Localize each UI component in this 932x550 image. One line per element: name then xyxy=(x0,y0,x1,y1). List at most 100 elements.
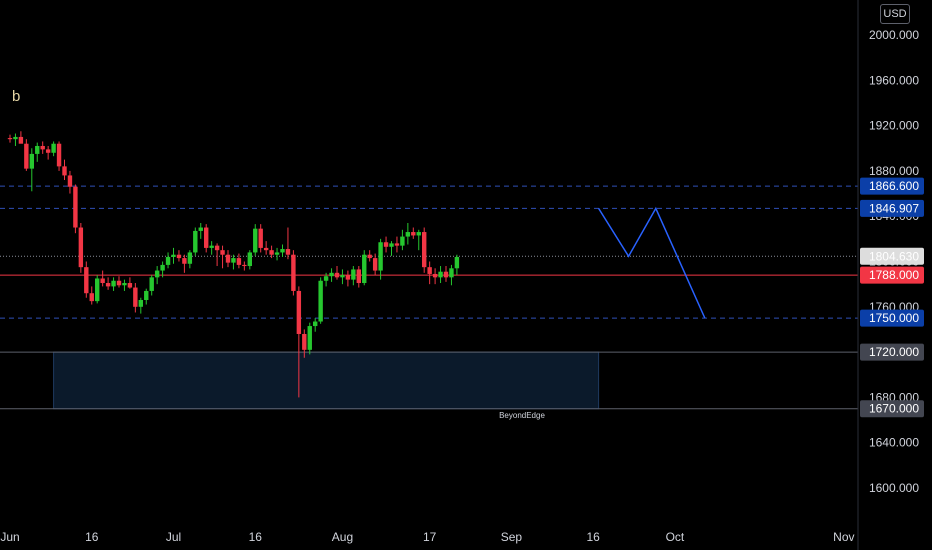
candle-body-50 xyxy=(280,249,285,253)
level-lines-layer xyxy=(0,185,858,410)
level-tag-4 xyxy=(860,309,924,327)
time-tick-label-9: Nov xyxy=(833,530,854,544)
candle-body-60 xyxy=(334,272,340,278)
candle-body-67 xyxy=(372,258,378,271)
candle-body-0 xyxy=(7,138,13,140)
candle-body-48 xyxy=(269,250,274,255)
candle-body-64 xyxy=(356,269,361,284)
price-tick-label-8: 1920.000 xyxy=(869,119,919,133)
candle-body-49 xyxy=(274,252,280,255)
time-axis[interactable]: Jun 16 Jul 16 Aug 17 Sep 16 Oct Nov xyxy=(0,530,854,544)
candle-body-46 xyxy=(258,228,263,248)
candle-body-29 xyxy=(165,256,171,265)
candle-body-51 xyxy=(285,249,291,255)
candle-body-41 xyxy=(231,258,236,263)
candle-body-57 xyxy=(318,280,323,322)
price-tick-label-7: 1880.000 xyxy=(869,164,919,178)
candle-body-22 xyxy=(127,283,133,288)
candle-body-75 xyxy=(416,232,421,236)
candle-body-77 xyxy=(427,267,432,274)
candle-body-52 xyxy=(291,254,296,291)
candle-body-70 xyxy=(389,243,394,247)
currency-selector[interactable]: USD xyxy=(880,4,910,24)
projection-path xyxy=(597,206,706,319)
candle-body-37 xyxy=(209,245,214,248)
price-level-tags: 1866.600 1846.907 1804.630 1788.000 1750.000… xyxy=(860,177,924,418)
candle-body-35 xyxy=(198,227,203,231)
candle-body-68 xyxy=(378,242,383,271)
candle-body-30 xyxy=(171,254,176,257)
candle-body-25 xyxy=(144,290,149,301)
candle-body-5 xyxy=(35,145,40,154)
candle-body-44 xyxy=(247,252,252,267)
candle-body-55 xyxy=(307,326,312,350)
candle-body-39 xyxy=(220,250,225,255)
candle-body-15 xyxy=(89,293,94,302)
price-tick-label-10: 2000.000 xyxy=(869,28,919,42)
candle-body-42 xyxy=(236,258,242,265)
price-tick-label-0: 1600.000 xyxy=(869,481,919,495)
candle-body-71 xyxy=(394,243,400,246)
time-tick-label-6: Sep xyxy=(501,530,523,544)
level-tag-3 xyxy=(860,266,924,284)
candle-body-19 xyxy=(111,280,116,287)
candle-body-65 xyxy=(362,254,367,284)
time-tick-label-1: 16 xyxy=(85,530,99,544)
candle-body-2 xyxy=(18,136,24,144)
candle-body-54 xyxy=(302,333,307,350)
candles-layer xyxy=(7,131,460,398)
candle-body-28 xyxy=(160,264,165,271)
level-tag-0 xyxy=(860,177,924,195)
demand-zone xyxy=(53,351,600,410)
candle-body-11 xyxy=(67,175,73,187)
candle-body-3 xyxy=(24,143,29,169)
candle-body-58 xyxy=(323,276,329,281)
candle-body-13 xyxy=(78,227,84,268)
candle-body-6 xyxy=(40,145,45,150)
demand-zone-layer xyxy=(53,351,600,410)
time-tick-label-8: Oct xyxy=(666,530,685,544)
level-tag-label-4: 1750.000 xyxy=(869,311,919,325)
candle-body-59 xyxy=(329,272,334,277)
level-tag-label-6: 1670.000 xyxy=(869,402,919,416)
candle-body-81 xyxy=(449,268,454,278)
candle-body-36 xyxy=(204,227,209,248)
level-tag-2 xyxy=(860,247,924,265)
time-tick-label-3: 16 xyxy=(249,530,263,544)
candle-body-33 xyxy=(187,252,193,264)
projection-path-layer xyxy=(597,206,706,319)
candle-body-1 xyxy=(13,136,18,140)
candle-body-40 xyxy=(225,254,231,263)
candle-body-18 xyxy=(105,283,111,287)
candle-body-78 xyxy=(432,273,438,278)
level-tag-label-5: 1720.000 xyxy=(869,345,919,359)
candle-body-38 xyxy=(214,245,220,251)
candle-body-74 xyxy=(411,232,416,236)
candle-body-8 xyxy=(51,143,56,153)
candle-body-72 xyxy=(400,236,405,246)
candle-body-34 xyxy=(193,230,198,253)
candle-body-63 xyxy=(351,269,356,280)
level-tag-label-2: 1804.630 xyxy=(869,249,919,263)
candle-body-21 xyxy=(122,283,127,286)
time-tick-label-0: Jun xyxy=(0,530,19,544)
candle-body-43 xyxy=(242,264,247,267)
level-tag-label-0: 1866.600 xyxy=(869,179,919,193)
candle-body-53 xyxy=(296,290,302,334)
time-tick-label-7: 16 xyxy=(586,530,600,544)
chart-watermark: BeyondEdge xyxy=(499,411,545,420)
candle-body-17 xyxy=(100,278,105,284)
candle-body-4 xyxy=(29,153,34,169)
candle-body-31 xyxy=(176,254,182,259)
level-tag-1 xyxy=(860,199,924,217)
price-tick-label-9: 1960.000 xyxy=(869,73,919,87)
time-tick-label-5: 17 xyxy=(423,530,437,544)
level-tag-label-3: 1788.000 xyxy=(869,268,919,282)
candle-body-27 xyxy=(154,270,160,278)
level-tag-label-1: 1846.907 xyxy=(869,201,919,215)
candle-body-69 xyxy=(383,242,389,247)
candle-body-7 xyxy=(45,149,51,153)
candle-body-20 xyxy=(116,280,122,286)
level-tag-5 xyxy=(860,343,924,361)
